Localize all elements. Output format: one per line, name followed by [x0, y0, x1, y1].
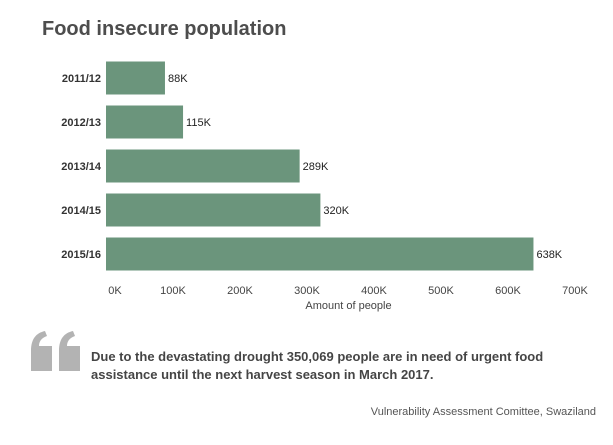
bar-2011-12 — [106, 61, 165, 95]
x-axis-label: Amount of people — [305, 300, 391, 312]
bar-2014-15 — [106, 193, 321, 227]
category-label: 2012/13 — [61, 117, 101, 129]
bar-chart: 2011/12 2012/13 2013/14 2014/15 2015/16 88K 1… — [61, 61, 589, 312]
category-label: 2015/16 — [61, 249, 101, 261]
category-label: 2013/14 — [61, 161, 102, 173]
x-tick-label: 200K — [227, 285, 253, 297]
value-label: 289K — [303, 161, 329, 173]
bar-2015-16 — [106, 237, 534, 271]
quote-icon — [31, 331, 80, 371]
x-tick-label: 400K — [361, 285, 387, 297]
category-label: 2011/12 — [62, 73, 101, 85]
category-labels: 2011/12 2012/13 2013/14 2014/15 2015/16 — [61, 73, 102, 261]
x-tick-label: 600K — [495, 285, 521, 297]
quote-text: Due to the devastating drought 350,069 p… — [91, 349, 544, 382]
category-label: 2014/15 — [61, 205, 101, 217]
x-tick-label: 100K — [160, 285, 186, 297]
value-label: 638K — [536, 249, 562, 261]
x-tick-label: 300K — [294, 285, 320, 297]
x-tick-label: 500K — [428, 285, 454, 297]
bars-layer — [106, 61, 534, 271]
chart-title: Food insecure population — [42, 18, 287, 40]
source-credit: Vulnerability Assessment Comittee, Swazi… — [370, 406, 596, 418]
x-tick-label: 0K — [108, 285, 122, 297]
x-tick-label: 700K — [562, 285, 588, 297]
bar-2013-14 — [106, 149, 300, 183]
bar-2012-13 — [106, 105, 184, 139]
value-label: 88K — [168, 73, 188, 85]
value-label: 115K — [186, 117, 212, 129]
value-label: 320K — [323, 205, 349, 217]
value-labels: 88K 115K 289K 320K 638K — [168, 73, 563, 261]
x-axis-ticks: 0K 100K 200K 300K 400K 500K 600K 700K — [108, 285, 588, 297]
